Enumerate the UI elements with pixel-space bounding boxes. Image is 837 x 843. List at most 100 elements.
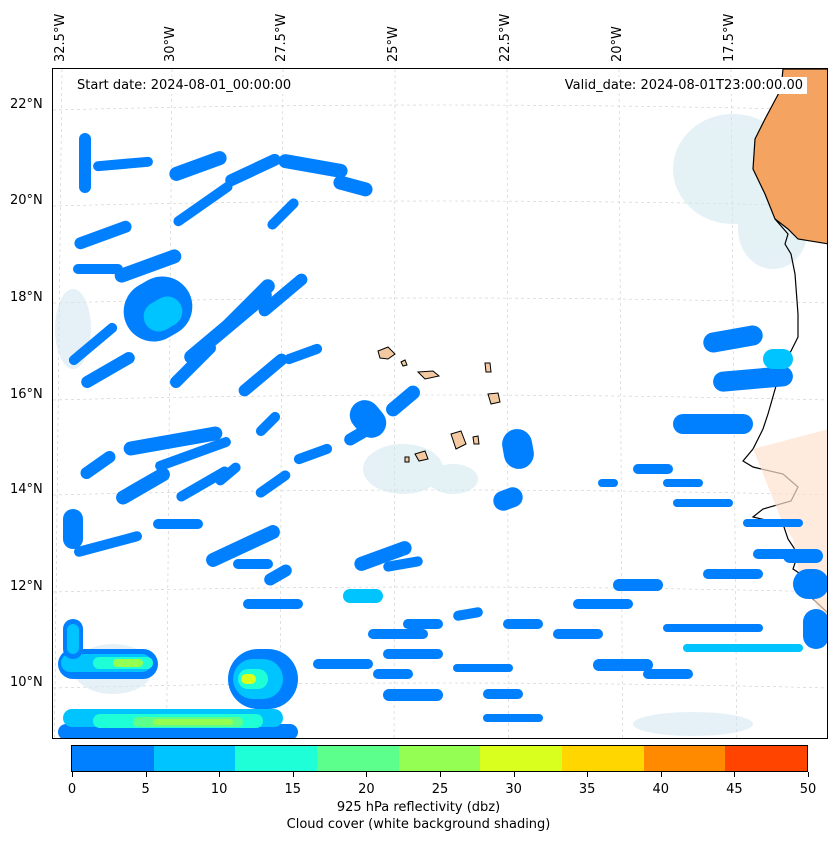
latitude-label: 20°N bbox=[10, 193, 43, 208]
reflectivity-cell bbox=[663, 479, 703, 487]
reflectivity-cell bbox=[483, 714, 543, 722]
colorbar-tick-label: 15 bbox=[284, 782, 302, 797]
colorbar-segment bbox=[72, 746, 154, 771]
colorbar-tick-label: 0 bbox=[67, 782, 77, 797]
reflectivity-cell bbox=[74, 531, 142, 557]
map-panel: Start date: 2024-08-01_00:00:00 Valid_da… bbox=[52, 68, 828, 739]
colorbar-tick-label: 40 bbox=[652, 782, 670, 797]
latitude-label: 10°N bbox=[10, 675, 43, 690]
reflectivity-cell bbox=[81, 352, 135, 388]
reflectivity-cell bbox=[333, 175, 373, 197]
reflectivity-cell bbox=[493, 487, 523, 511]
reflectivity-cell bbox=[68, 322, 118, 366]
longitude-label: 17.5°W bbox=[722, 13, 737, 62]
reflectivity-cell bbox=[283, 343, 323, 365]
reflectivity-contours bbox=[58, 133, 827, 738]
colorbar-tick-mark bbox=[145, 772, 147, 777]
reflectivity-cell bbox=[373, 669, 413, 679]
reflectivity-cell bbox=[593, 659, 653, 671]
reflectivity-cell bbox=[155, 437, 231, 471]
colorbar-tick-mark bbox=[366, 772, 368, 777]
colorbar-segment bbox=[153, 746, 236, 771]
reflectivity-cell bbox=[553, 629, 603, 639]
colorbar-tick-label: 10 bbox=[210, 782, 228, 797]
longitude-gridline bbox=[393, 69, 396, 738]
colorbar-tick-label: 35 bbox=[578, 782, 596, 797]
reflectivity-cell bbox=[763, 349, 793, 369]
colorbar-tick-mark bbox=[72, 772, 73, 777]
reflectivity-cell bbox=[703, 569, 763, 579]
reflectivity-cell bbox=[169, 151, 227, 181]
reflectivity-cell bbox=[153, 719, 233, 725]
reflectivity-cell bbox=[255, 411, 281, 437]
colorbar-label-line2: Cloud cover (white background shading) bbox=[286, 817, 551, 832]
colorbar-tick-mark bbox=[219, 772, 221, 777]
colorbar-tick-label: 20 bbox=[358, 782, 375, 797]
reflectivity-cell bbox=[368, 629, 428, 639]
reflectivity-cell bbox=[386, 385, 420, 417]
colorbar-tick-mark bbox=[513, 772, 515, 777]
longitude-label: 32.5°W bbox=[53, 13, 68, 62]
reflectivity-cell bbox=[703, 325, 763, 353]
reflectivity-cell bbox=[683, 644, 803, 652]
reflectivity-cell bbox=[93, 156, 153, 172]
longitude-label: 30°W bbox=[163, 26, 178, 62]
reflectivity-cell bbox=[633, 464, 673, 474]
reflectivity-cell bbox=[173, 181, 233, 227]
reflectivity-cell bbox=[241, 674, 256, 684]
longitude-label: 20°W bbox=[610, 26, 625, 62]
reflectivity-cell bbox=[502, 429, 534, 469]
colorbar-tick-label: 45 bbox=[726, 782, 743, 797]
reflectivity-cell bbox=[383, 649, 443, 659]
reflectivity-cell bbox=[67, 624, 79, 654]
latitude-label: 22°N bbox=[10, 97, 43, 112]
reflectivity-cell bbox=[403, 619, 443, 629]
reflectivity-cell bbox=[343, 589, 383, 603]
latitude-label: 12°N bbox=[10, 579, 43, 594]
longitude-label: 22.5°W bbox=[498, 13, 513, 62]
reflectivity-cell bbox=[803, 609, 827, 649]
latitude-gridline bbox=[53, 682, 827, 689]
colorbar bbox=[71, 745, 808, 772]
colorbar-segment bbox=[725, 746, 808, 771]
reflectivity-cell bbox=[170, 342, 216, 388]
longitude-label: 25°W bbox=[386, 26, 401, 62]
longitude-gridline bbox=[54, 69, 63, 738]
latitude-gridline bbox=[53, 394, 827, 401]
colorbar-label-line1: 925 hPa reflectivity (dbz) bbox=[336, 800, 501, 815]
reflectivity-cell bbox=[73, 264, 123, 274]
longitude-gridline bbox=[279, 69, 284, 738]
colorbar-tick-mark bbox=[808, 772, 809, 777]
colorbar-tick-label: 30 bbox=[505, 782, 522, 797]
colorbar-tick-mark bbox=[660, 772, 662, 777]
reflectivity-cell bbox=[80, 450, 116, 480]
reflectivity-cell bbox=[123, 426, 223, 456]
valid-date-label: Valid_date: 2024-08-01T23:00:00.00 bbox=[560, 77, 807, 94]
longitude-gridline bbox=[506, 69, 509, 738]
reflectivity-cell bbox=[79, 133, 91, 193]
reflectivity-cell bbox=[793, 569, 827, 599]
reflectivity-cell bbox=[114, 249, 182, 283]
latitude-gridline bbox=[53, 489, 827, 496]
reflectivity-cell bbox=[225, 153, 281, 187]
colorbar-tick-mark bbox=[292, 772, 294, 777]
reflectivity-cell bbox=[673, 499, 733, 507]
reflectivity-cell bbox=[116, 467, 170, 505]
latitude-gridline bbox=[53, 104, 827, 111]
longitude-gridline bbox=[618, 69, 623, 738]
reflectivity-cell bbox=[153, 519, 203, 529]
reflectivity-cell bbox=[713, 366, 793, 392]
reflectivity-cell bbox=[278, 154, 348, 178]
reflectivity-cell bbox=[264, 564, 292, 586]
reflectivity-cell bbox=[663, 624, 763, 632]
latitude-label: 18°N bbox=[10, 290, 43, 305]
colorbar-segment bbox=[562, 746, 644, 771]
reflectivity-cell bbox=[743, 519, 803, 527]
colorbar-tick-mark bbox=[734, 772, 736, 777]
reflectivity-cell bbox=[573, 599, 633, 609]
reflectivity-cell bbox=[453, 607, 483, 621]
reflectivity-cell bbox=[267, 198, 299, 230]
reflectivity-cell bbox=[673, 414, 753, 434]
reflectivity-cell bbox=[221, 279, 275, 333]
reflectivity-cell bbox=[74, 220, 132, 250]
